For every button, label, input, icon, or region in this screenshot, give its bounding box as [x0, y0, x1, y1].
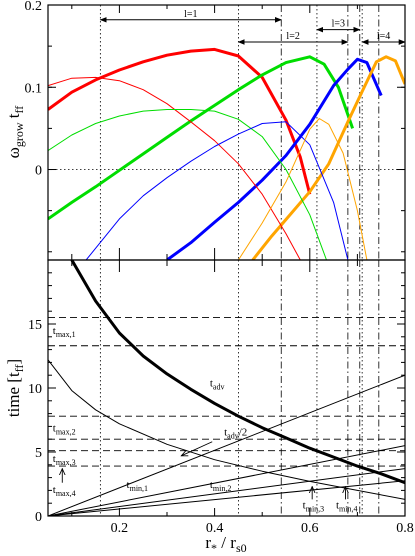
bottom-xtick-label-2: 0.6 [301, 521, 319, 536]
series-l4-thick [251, 55, 405, 260]
annotation-t-min4-lbl: tmin,4 [336, 499, 358, 513]
annotation-t-adv-lbl: tadv [210, 378, 225, 392]
bottom-ytick-label-1: 5 [35, 446, 42, 461]
series-l1-thick [48, 47, 312, 195]
bottom-xtick-label-0: 0.2 [111, 521, 129, 536]
bottom-ytick-label-2: 10 [28, 382, 42, 397]
bottom-axes: 0 5 10 15 0.2 0.4 0.6 0.8 [28, 260, 414, 536]
top-reference-lines [48, 5, 405, 260]
t-adv-half-pointer [181, 441, 213, 456]
range-arrow-label-l2: l=2 [286, 31, 299, 42]
annotation-t-min3-lbl: tmin,3 [303, 499, 325, 513]
bottom-y-axis-label: time [tff] [4, 359, 26, 417]
series-l2-thin [48, 109, 327, 260]
series-l3-thin [85, 121, 349, 260]
series-t-min1 [48, 374, 405, 516]
annotation-t-adv2-lbl: tadv/2 [224, 426, 247, 440]
range-arrow-label-l1: l=1 [184, 9, 197, 20]
timescale-annotations: tmax,1 tmax,2 tmax,3 tmax,4 tadv tadv/2 tmin,1… [53, 325, 358, 513]
range-arrow-label-l3: l=3 [332, 19, 345, 30]
growth-rate-curves [48, 47, 405, 260]
annotation-t-min2-lbl: tmin,2 [210, 479, 232, 493]
bottom-reference-lines [48, 260, 405, 516]
annotation-t-max1: tmax,1 [53, 325, 76, 339]
growth-rate-panel: l=1 l=2 l=3 l=4 0.2 0.1 0 [25, 0, 406, 260]
bottom-frame [47, 259, 406, 517]
series-t-min2 [48, 445, 405, 516]
annotation-t-min1-lbl: tmin,1 [127, 479, 149, 493]
top-ytick-label-1: 0.1 [25, 81, 43, 96]
range-arrow-label-l4: l=4 [377, 31, 390, 42]
top-frame [47, 4, 406, 261]
x-axis-label: r* / rs0 [205, 533, 246, 555]
top-ytick-label-0: 0.2 [25, 0, 43, 14]
top-ytick-label-2: 0 [35, 164, 42, 179]
series-l1-thin [48, 76, 301, 260]
bottom-xtick-label-3: 0.8 [396, 521, 414, 536]
bottom-ytick-label-0: 0 [35, 510, 42, 525]
series-t-adv [70, 260, 405, 485]
annotation-t-max4: tmax,4 [53, 484, 76, 498]
annotation-t-max3: tmax,3 [53, 453, 76, 467]
series-l4-thin [237, 118, 368, 260]
series-t-min3 [48, 468, 405, 516]
timescale-curves [48, 260, 405, 516]
top-y-axis-label: ωgrow tff [4, 106, 26, 159]
bottom-xtick-label-1: 0.4 [206, 521, 224, 536]
mode-range-arrows: l=1 l=2 l=3 l=4 [99, 9, 406, 45]
timescale-panel: tmax,1 tmax,2 tmax,3 tmax,4 tadv tadv/2 tmin,1… [28, 260, 414, 536]
series-l3-thick [166, 57, 383, 260]
annotation-t-max2: tmax,2 [53, 423, 76, 437]
bottom-ytick-label-3: 15 [28, 318, 42, 333]
series-l2-thick [48, 55, 355, 221]
